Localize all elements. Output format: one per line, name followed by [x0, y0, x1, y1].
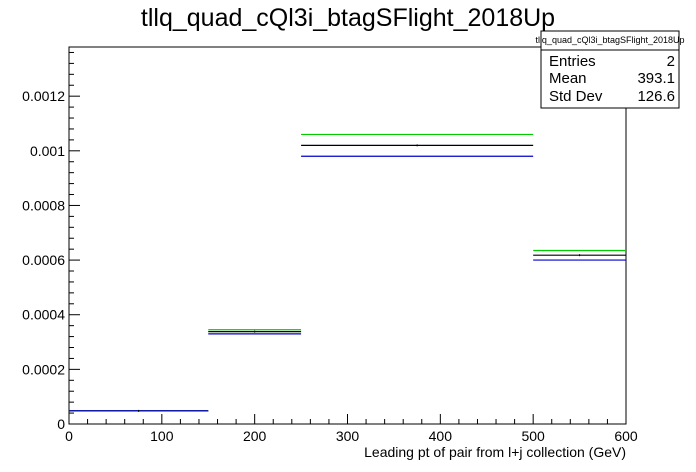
x-tick-label: 0: [65, 428, 73, 444]
stats-entries-value: 2: [667, 53, 675, 70]
stats-stddev-label: Std Dev: [549, 88, 603, 105]
axis-layer: 0 100 200 300 400 500 600 0 0.0002 0.0004 0.0006 0.…: [22, 51, 638, 444]
x-tick-label: 400: [429, 428, 453, 444]
stats-stddev-value: 126.6: [637, 88, 675, 105]
chart-title: tllq_quad_cQl3i_btagSFlight_2018Up: [141, 4, 555, 32]
stats-box: tllq_quad_cQl3i_btagSFlight_2018Up Entri…: [535, 30, 685, 109]
stats-mean-label: Mean: [549, 70, 587, 87]
y-tick-label: 0: [57, 416, 65, 432]
stats-mean-value: 393.1: [637, 70, 675, 87]
x-tick-label: 200: [243, 428, 267, 444]
x-tick-label: 600: [614, 428, 638, 444]
stats-box-frame: [540, 30, 680, 109]
y-tick-label: 0.001: [30, 143, 65, 159]
y-tick-label: 0.0006: [22, 252, 65, 268]
stats-entries-label: Entries: [549, 53, 596, 70]
x-tick-label: 100: [150, 428, 174, 444]
y-tick-label: 0.0002: [22, 361, 65, 377]
x-tick-label: 500: [521, 428, 545, 444]
series-layer: [69, 133, 626, 412]
x-tick-label: 300: [336, 428, 360, 444]
x-axis-label: Leading pt of pair from l+j collection (…: [364, 444, 626, 460]
y-tick-label: 0.0012: [22, 88, 65, 104]
y-tick-label: 0.0004: [22, 307, 65, 323]
y-tick-label: 0.0008: [22, 197, 65, 213]
stats-box-name: tllq_quad_cQl3i_btagSFlight_2018Up: [535, 35, 684, 45]
